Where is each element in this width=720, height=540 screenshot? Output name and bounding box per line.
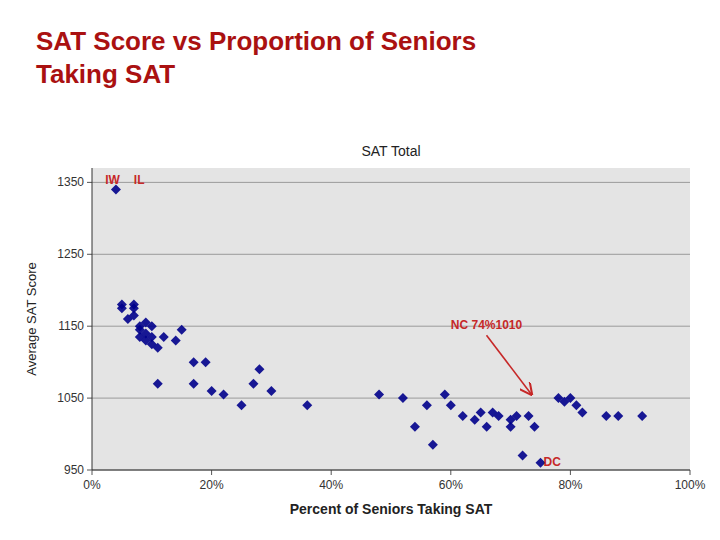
point <box>601 411 611 421</box>
point <box>171 336 181 346</box>
y-tick-label: 1050 <box>57 391 84 405</box>
title: SAT Score vs Proportion of SeniorsTaking… <box>36 26 476 89</box>
point <box>117 300 127 310</box>
grid-line <box>92 254 690 255</box>
point <box>446 400 456 410</box>
point <box>207 386 217 396</box>
y-tick <box>87 254 92 255</box>
point <box>159 332 169 342</box>
y-tick <box>87 470 92 471</box>
x-tick-label: 40% <box>319 478 343 492</box>
point <box>374 390 384 400</box>
point <box>201 357 211 367</box>
point <box>237 400 247 410</box>
annotation: NC 74%1010 <box>451 318 523 332</box>
annotation: IW <box>105 173 120 187</box>
x-tick-label: 60% <box>439 478 463 492</box>
y-tick-label: 950 <box>64 463 84 477</box>
x-tick-label: 80% <box>558 478 582 492</box>
x-tick <box>690 470 691 475</box>
point <box>458 411 468 421</box>
point <box>494 411 504 421</box>
annotation: DC <box>543 455 561 469</box>
point <box>565 393 575 403</box>
point <box>254 364 264 374</box>
point <box>129 310 139 320</box>
chart-svg: SAT Score vs Proportion of SeniorsTaking… <box>0 0 720 540</box>
point <box>506 422 516 432</box>
point <box>637 411 647 421</box>
point <box>153 343 163 353</box>
plot-background <box>92 168 690 470</box>
point <box>571 400 581 410</box>
point <box>189 357 199 367</box>
point <box>398 393 408 403</box>
x-tick <box>450 470 451 475</box>
y-tick-label: 1250 <box>57 247 84 261</box>
grid-line <box>92 470 690 471</box>
title-line: Taking SAT <box>36 59 175 89</box>
point <box>219 390 229 400</box>
y-tick-label: 1150 <box>58 319 84 333</box>
point <box>189 379 199 389</box>
annotations: IW IL NC 74%1010 DC <box>105 173 561 469</box>
point <box>153 379 163 389</box>
grid-line <box>92 398 690 399</box>
point <box>440 390 450 400</box>
x-tick <box>331 470 332 475</box>
annotation-arrow <box>486 335 531 394</box>
point <box>302 400 312 410</box>
title-line: SAT Score vs Proportion of Seniors <box>36 26 476 56</box>
point <box>470 415 480 425</box>
points <box>111 185 647 468</box>
y-tick <box>87 398 92 399</box>
point <box>428 440 438 450</box>
point <box>530 422 540 432</box>
point <box>248 379 258 389</box>
point <box>518 451 528 461</box>
x-tick-label: 0% <box>83 478 101 492</box>
point <box>266 386 276 396</box>
annotation: IL <box>134 173 145 187</box>
x-tick-label: 20% <box>200 478 224 492</box>
point <box>129 300 139 310</box>
y-tick <box>87 182 92 183</box>
x-tick <box>211 470 212 475</box>
grid <box>92 182 690 470</box>
point <box>512 411 522 421</box>
point <box>410 422 420 432</box>
point <box>482 422 492 432</box>
y-axis-label: Average SAT Score <box>24 262 39 375</box>
point <box>147 321 157 331</box>
point <box>577 407 587 417</box>
y-tick-label: 1350 <box>57 175 84 189</box>
x-tick <box>570 470 571 475</box>
y-axis-line <box>92 168 93 470</box>
point <box>524 411 534 421</box>
grid-line <box>92 182 690 183</box>
x-axis-label: Percent of Seniors Taking SAT <box>290 501 493 517</box>
y-tick <box>87 326 92 327</box>
chart-container: SAT Score vs Proportion of SeniorsTaking… <box>0 0 720 540</box>
point <box>613 411 623 421</box>
point <box>422 400 432 410</box>
point <box>476 407 486 417</box>
point <box>177 325 187 335</box>
x-tick <box>92 470 93 475</box>
subtitle: SAT Total <box>361 143 420 159</box>
x-axis-line <box>92 470 690 471</box>
x-tick-label: 100% <box>675 478 706 492</box>
